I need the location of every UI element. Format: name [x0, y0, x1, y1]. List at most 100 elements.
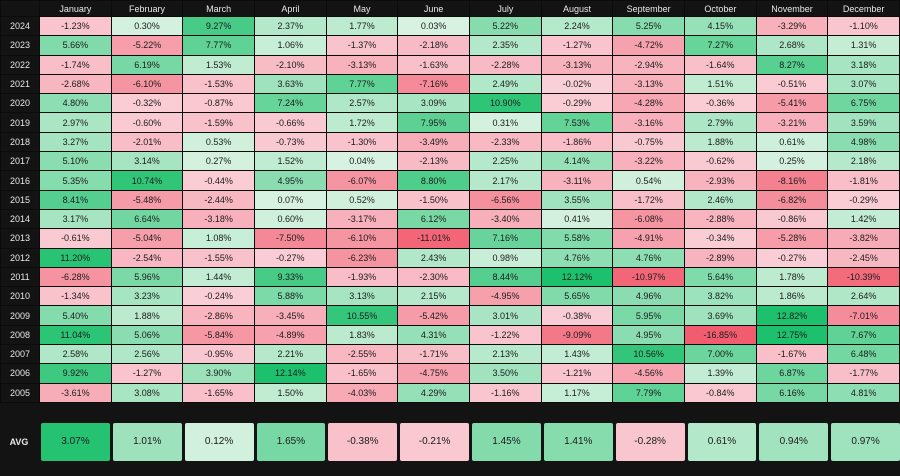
heatmap-cell: -1.27%: [541, 36, 613, 55]
heatmap-cell: 1.06%: [254, 36, 326, 55]
heatmap-cell: -4.89%: [254, 325, 326, 345]
heatmap-cell: -1.59%: [183, 113, 254, 132]
month-header: May: [326, 1, 398, 16]
heatmap-cell: 7.77%: [183, 36, 254, 55]
month-header: July: [469, 1, 541, 16]
heatmap-cell: -0.34%: [684, 229, 756, 248]
year-label: 2005: [1, 383, 39, 402]
avg-cell: 0.12%: [184, 422, 254, 461]
heatmap-cell: 0.03%: [398, 17, 469, 36]
heatmap-cell: 7.77%: [326, 74, 398, 94]
heatmap-cell: -2.88%: [684, 209, 756, 229]
heatmap-cell: -5.28%: [756, 229, 828, 248]
heatmap-cell: -0.60%: [111, 113, 183, 132]
heatmap-cell: -0.24%: [183, 287, 254, 306]
heatmap-cell: 0.60%: [254, 209, 326, 229]
year-label: 2010: [1, 287, 39, 306]
heatmap-cell: -1.65%: [183, 383, 254, 402]
heatmap-cell: -2.30%: [398, 267, 469, 287]
heatmap-cell: 0.07%: [254, 190, 326, 209]
heatmap-cell: 11.04%: [40, 325, 111, 345]
heatmap-cell: -3.13%: [541, 55, 613, 74]
heatmap-cell: 4.15%: [684, 17, 756, 36]
avg-row: AVG 3.07% 1.01% 0.12% 1.65% -0.38% -0.21% 1.45…: [0, 422, 900, 461]
heatmap-cell: 4.76%: [541, 248, 613, 267]
heatmap-cell: 3.63%: [254, 74, 326, 94]
heatmap-cell: 2.97%: [40, 113, 111, 132]
heatmap-cell: 4.80%: [40, 94, 111, 113]
heatmap-cell: 0.27%: [183, 152, 254, 171]
heatmap-cell: 12.14%: [254, 364, 326, 383]
heatmap-cell: 4.31%: [398, 325, 469, 345]
heatmap-cell: 0.61%: [756, 132, 828, 152]
heatmap-cell: -3.21%: [756, 113, 828, 132]
heatmap-cell: -0.87%: [183, 94, 254, 113]
heatmap-cell: -6.82%: [756, 190, 828, 209]
heatmap-cell: -0.73%: [254, 132, 326, 152]
heatmap-cell: 4.76%: [613, 248, 684, 267]
year-label: 2011: [1, 267, 39, 287]
heatmap-cell: -5.48%: [111, 190, 183, 209]
heatmap-cell: -2.10%: [254, 55, 326, 74]
heatmap-cell: -6.10%: [326, 229, 398, 248]
heatmap-cell: 5.10%: [40, 152, 111, 171]
heatmap-cell: 5.66%: [40, 36, 111, 55]
avg-label: AVG: [9, 436, 29, 447]
heatmap-cell: -1.34%: [40, 287, 111, 306]
heatmap-cell: 8.44%: [469, 267, 541, 287]
heatmap-cell: -2.55%: [326, 345, 398, 364]
heatmap-cell: 5.65%: [541, 287, 613, 306]
heatmap-cell: -0.66%: [254, 113, 326, 132]
monthly-returns-seasonality-heatmap: January February March April May June July Augu…: [0, 0, 900, 461]
heatmap-cell: 10.56%: [613, 345, 684, 364]
heatmap-cell: 2.57%: [326, 94, 398, 113]
heatmap-cell: 6.48%: [828, 345, 899, 364]
heatmap-cell: -0.29%: [828, 190, 899, 209]
heatmap-cell: 2.46%: [684, 190, 756, 209]
heatmap-cell: -4.03%: [326, 383, 398, 402]
heatmap-cell: -1.23%: [40, 17, 111, 36]
year-label: 2020: [1, 94, 39, 113]
heatmap-cell: -2.89%: [684, 248, 756, 267]
year-label: 2022: [1, 55, 39, 74]
avg-cell: 1.41%: [543, 422, 613, 461]
avg-cell: -0.38%: [328, 422, 398, 461]
heatmap-cell: 12.12%: [541, 267, 613, 287]
heatmap-cell: -4.72%: [613, 36, 684, 55]
avg-cell: 0.61%: [687, 422, 757, 461]
heatmap-cell: 7.24%: [254, 94, 326, 113]
heatmap-cell: 1.08%: [183, 229, 254, 248]
heatmap-cell: 4.95%: [254, 171, 326, 190]
heatmap-cell: 6.64%: [111, 209, 183, 229]
heatmap-cell: -6.28%: [40, 267, 111, 287]
heatmap-cell: -2.86%: [183, 306, 254, 325]
avg-cell: -0.21%: [400, 422, 469, 461]
heatmap-cell: 3.90%: [183, 364, 254, 383]
heatmap-cell: 8.41%: [40, 190, 111, 209]
heatmap-cell: -9.09%: [541, 325, 613, 345]
month-header: November: [756, 1, 828, 16]
heatmap-cell: -0.27%: [254, 248, 326, 267]
heatmap-cell: -3.17%: [326, 209, 398, 229]
heatmap-cell: 2.18%: [828, 152, 899, 171]
heatmap-cell: -0.95%: [183, 345, 254, 364]
heatmap-cell: -1.64%: [684, 55, 756, 74]
heatmap-cell: -3.16%: [613, 113, 684, 132]
heatmap-cell: -0.75%: [613, 132, 684, 152]
heatmap-cell: -1.16%: [469, 383, 541, 402]
heatmap-cell: -1.86%: [541, 132, 613, 152]
heatmap-cell: -5.42%: [398, 306, 469, 325]
heatmap-cell: 3.09%: [398, 94, 469, 113]
heatmap-cell: 3.17%: [40, 209, 111, 229]
heatmap-cell: 2.79%: [684, 113, 756, 132]
avg-cell: 1.65%: [256, 422, 326, 461]
heatmap-cell: 1.86%: [756, 287, 828, 306]
heatmap-cell: -2.94%: [613, 55, 684, 74]
heatmap-cell: -2.44%: [183, 190, 254, 209]
heatmap-cell: -1.72%: [613, 190, 684, 209]
heatmap-cell: -1.30%: [326, 132, 398, 152]
heatmap-cell: 1.50%: [254, 383, 326, 402]
heatmap-cell: 7.00%: [684, 345, 756, 364]
heatmap-cell: 7.95%: [398, 113, 469, 132]
heatmap-cell: 6.87%: [756, 364, 828, 383]
